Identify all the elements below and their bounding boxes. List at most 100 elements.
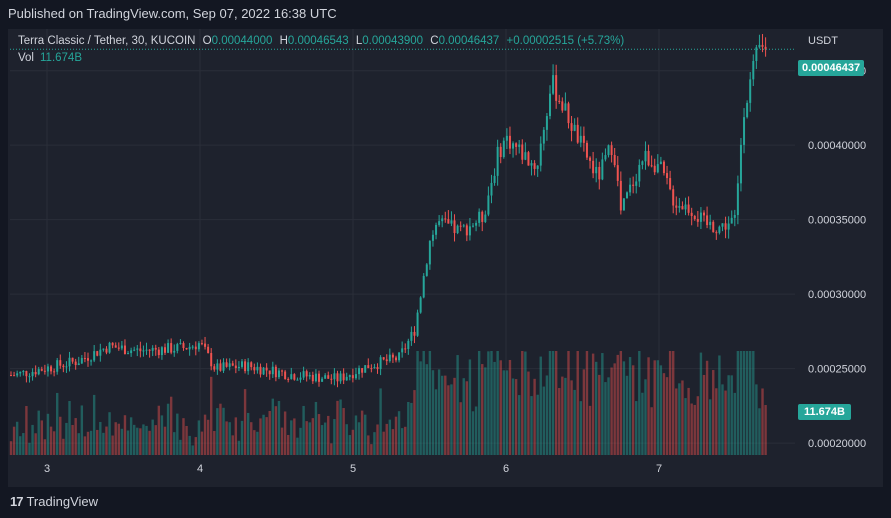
candle-body	[475, 222, 478, 226]
volume-bar	[280, 427, 284, 455]
volume-bar	[271, 398, 274, 455]
volume-bar	[133, 424, 136, 455]
candle-body	[188, 346, 191, 350]
change-value: +0.00002515 (+5.73%)	[506, 35, 625, 47]
volume-bar	[564, 377, 567, 455]
candle-body	[450, 220, 453, 224]
candle-body	[13, 375, 16, 377]
volume-bar	[339, 399, 342, 455]
candle-body	[542, 129, 545, 144]
volume-bar	[477, 351, 481, 455]
volume-bar	[616, 354, 619, 455]
volume-bar	[86, 431, 90, 455]
candle-body	[164, 347, 166, 353]
candle-body	[167, 343, 170, 353]
candle-body	[16, 373, 19, 376]
volume-bar	[542, 386, 546, 455]
volume-bar	[243, 389, 247, 455]
volume-bar	[437, 369, 441, 455]
candle-body	[305, 371, 308, 377]
candle-body	[330, 378, 333, 380]
candle-body	[761, 44, 764, 47]
volume-bar	[52, 431, 56, 455]
volume-bar	[388, 419, 392, 455]
symbol-label[interactable]: Terra Classic / Tether, 30, KUCOIN	[18, 35, 196, 47]
volume-bar	[89, 430, 93, 455]
candle-body	[22, 371, 25, 373]
candle-body	[505, 135, 508, 141]
candle-body	[706, 215, 709, 226]
volume-bar	[413, 390, 416, 455]
volume-bar	[613, 363, 616, 455]
volume-bar	[360, 410, 364, 455]
volume-bar	[662, 373, 666, 455]
candle-body	[635, 181, 638, 186]
candle-body	[478, 211, 481, 223]
volume-bar	[394, 416, 398, 455]
candle-body	[579, 135, 582, 143]
volume-bar	[558, 388, 561, 455]
volume-bar	[142, 424, 145, 455]
candle-body	[179, 343, 182, 345]
candle-body	[241, 361, 243, 367]
candle-body	[533, 163, 536, 169]
candle-body	[311, 374, 314, 382]
volume-bar	[705, 360, 709, 455]
candle-body	[191, 346, 194, 348]
volume-bar	[521, 351, 524, 455]
volume-bar	[749, 351, 752, 455]
tradingview-logo-icon: 17	[10, 493, 24, 509]
volume-bar	[173, 432, 176, 455]
volume-bar	[56, 392, 59, 455]
candle-body	[758, 44, 761, 48]
candle-body	[601, 159, 604, 180]
candle-body	[718, 226, 721, 233]
volume-bar	[656, 360, 659, 455]
candle-body	[549, 93, 551, 117]
candle-body	[530, 163, 533, 166]
y-tick-label: 0.00030000	[808, 289, 866, 301]
currency-label[interactable]: USDT	[808, 35, 838, 47]
volume-bar	[591, 353, 595, 455]
volume-bar	[511, 378, 515, 455]
candle-body	[641, 161, 644, 165]
candle-body	[465, 225, 468, 236]
volume-bar	[290, 420, 293, 455]
volume-bar	[536, 394, 539, 455]
chart-panel[interactable]	[8, 29, 883, 487]
volume-bar	[15, 421, 19, 455]
volume-bar	[508, 359, 512, 455]
candle-body	[669, 178, 672, 190]
volume-bar	[755, 384, 758, 455]
volume-bar	[687, 387, 690, 455]
candle-body	[585, 142, 588, 158]
grid-lines	[10, 29, 795, 455]
volume-bar	[379, 388, 382, 455]
candle-body	[447, 219, 450, 224]
volume-bar	[46, 413, 50, 455]
candle-body	[56, 360, 59, 372]
candle-body	[388, 354, 391, 362]
candle-body	[428, 240, 431, 265]
candle-body	[545, 116, 548, 130]
volume-bar	[108, 412, 111, 455]
volume-bar	[250, 422, 253, 455]
y-tick-label: 0.00040000	[808, 140, 866, 152]
candle-body	[290, 374, 293, 380]
volume-bar	[554, 351, 558, 455]
candle-body	[324, 375, 327, 379]
candle-body	[96, 351, 99, 356]
tradingview-footer[interactable]: 17 TradingView	[10, 492, 98, 510]
candle-body	[518, 144, 521, 147]
volume-bar	[62, 438, 65, 455]
volume-bar	[293, 418, 296, 455]
volume-bar	[659, 365, 663, 455]
volume-label[interactable]: Vol	[18, 52, 34, 64]
volume-bar	[456, 355, 459, 455]
candle-body	[105, 348, 108, 353]
candle-body	[244, 361, 247, 372]
candle-body	[598, 166, 601, 180]
volume-value: 11.674B	[40, 52, 82, 64]
candle-body	[493, 175, 496, 183]
